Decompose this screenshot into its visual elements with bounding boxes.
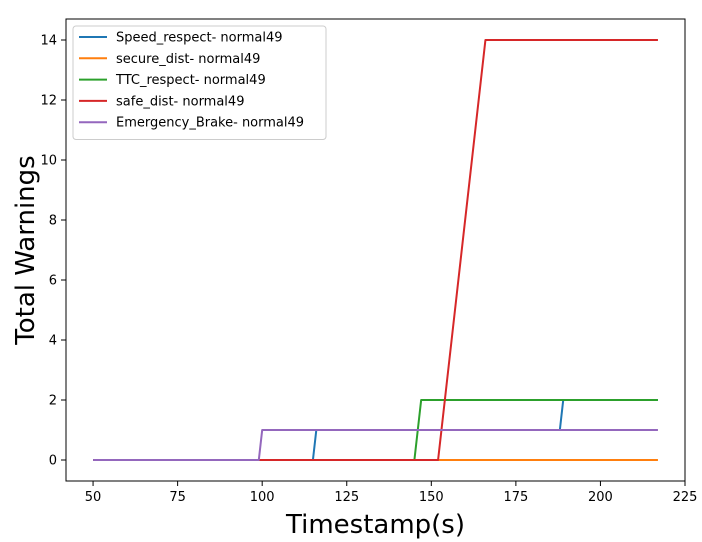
- series-layer: [93, 39, 658, 461]
- x-tick-label: 200: [588, 490, 613, 505]
- legend-label: secure_dist- normal49: [116, 52, 260, 67]
- x-axis: 50 75 100 125 150 175 200 225: [85, 481, 698, 505]
- legend-label: TTC_respect- normal49: [115, 73, 266, 88]
- x-tick-label: 150: [419, 490, 444, 505]
- x-tick-label: 175: [503, 490, 528, 505]
- x-tick-label: 225: [673, 490, 698, 505]
- y-tick-label: 12: [40, 94, 57, 109]
- x-tick-label: 125: [334, 490, 359, 505]
- legend: Speed_respect- normal49 secure_dist- norm…: [72, 25, 327, 140]
- y-tick-label: 14: [40, 34, 57, 49]
- y-tick-label: 6: [49, 274, 57, 289]
- y-axis-title: Total Warnings: [11, 155, 41, 345]
- series-line-3: [93, 39, 658, 461]
- legend-label: Emergency_Brake- normal49: [116, 116, 304, 131]
- y-tick-label: 2: [49, 394, 57, 409]
- plot-frame: [65, 18, 686, 482]
- x-tick-label: 100: [250, 490, 275, 505]
- y-tick-label: 10: [40, 154, 57, 169]
- y-tick-label: 8: [49, 214, 57, 229]
- series-line-4: [93, 429, 658, 461]
- y-axis: 0 2 4 6 8 10 12 14: [40, 34, 66, 469]
- legend-label: Speed_respect- normal49: [116, 31, 283, 46]
- x-axis-title: Timestamp(s): [285, 510, 465, 540]
- x-tick-label: 75: [169, 490, 186, 505]
- legend-label: safe_dist- normal49: [116, 94, 244, 109]
- x-tick-label: 50: [85, 490, 102, 505]
- y-tick-label: 4: [49, 334, 57, 349]
- y-tick-label: 0: [49, 454, 57, 469]
- legend-box: [72, 25, 327, 140]
